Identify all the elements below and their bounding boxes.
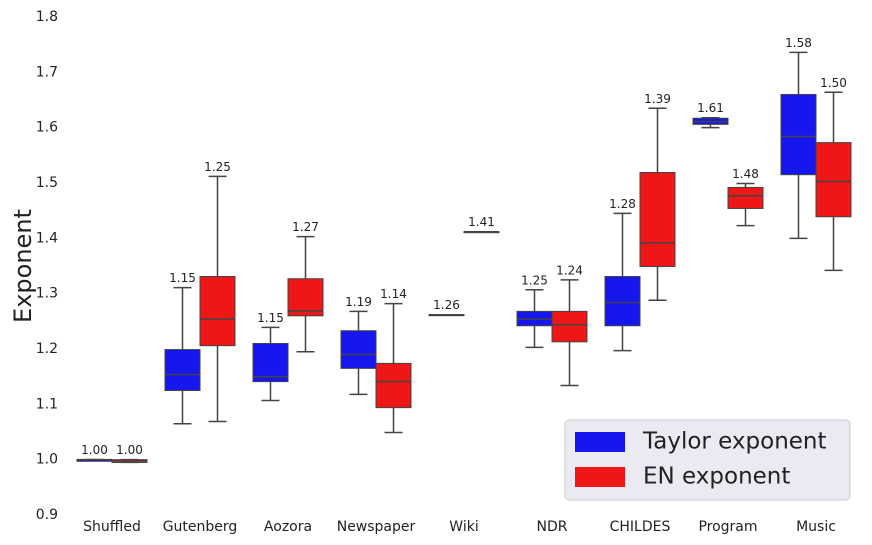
y-tick-label: 1.8 [36,9,58,25]
value-label: 1.19 [345,295,372,309]
legend-label: EN exponent [643,464,790,490]
value-label: 1.61 [697,101,724,115]
legend: Taylor exponent EN exponent [564,419,851,501]
value-label: 1.00 [81,443,108,457]
box [780,93,817,176]
y-tick-label: 1.2 [36,341,58,357]
value-label: 1.15 [169,271,196,285]
value-label: 1.25 [521,273,548,287]
y-tick-label: 1.1 [36,396,58,412]
value-label: 1.27 [292,220,319,234]
legend-swatch [575,467,625,487]
y-tick-label: 1.0 [36,452,58,468]
box [340,330,377,369]
value-label: 1.50 [820,76,847,90]
x-tick-label: CHILDES [610,519,671,535]
y-tick-label: 1.4 [36,230,58,246]
box [164,349,201,392]
x-tick-label: NDR [537,519,568,535]
box [639,171,676,268]
box [815,142,852,218]
box [375,362,412,409]
value-label: 1.00 [116,443,143,457]
y-tick-label: 1.5 [36,175,58,191]
value-label: 1.39 [644,92,671,106]
value-label: 1.58 [785,36,812,50]
x-tick-label: Newspaper [337,519,416,535]
value-label: 1.48 [732,167,759,181]
box [551,310,588,343]
box [727,186,764,209]
value-label: 1.25 [204,160,231,174]
box [252,342,289,383]
y-tick-label: 0.9 [36,507,58,523]
x-tick-label: Aozora [264,519,312,535]
x-tick-label: Shuffled [83,519,141,535]
y-axis-label: Exponent [9,209,37,323]
legend-label: Taylor exponent [642,429,827,455]
box [287,278,324,317]
value-label: 1.41 [468,215,495,229]
value-label: 1.24 [556,263,583,277]
legend-swatch [575,432,625,452]
value-label: 1.28 [609,197,636,211]
y-tick-label: 1.6 [36,120,58,136]
x-tick-label: Music [796,519,836,535]
value-label: 1.14 [380,287,407,301]
x-tick-label: Program [698,519,757,535]
y-tick-label: 1.7 [36,64,58,80]
value-label: 1.26 [433,298,460,312]
x-tick-label: Wiki [449,519,478,535]
box [199,276,236,347]
value-label: 1.15 [257,311,284,325]
legend-frame [564,419,851,501]
y-tick-label: 1.3 [36,286,58,302]
x-tick-label: Gutenberg [163,519,238,535]
box [604,276,641,327]
